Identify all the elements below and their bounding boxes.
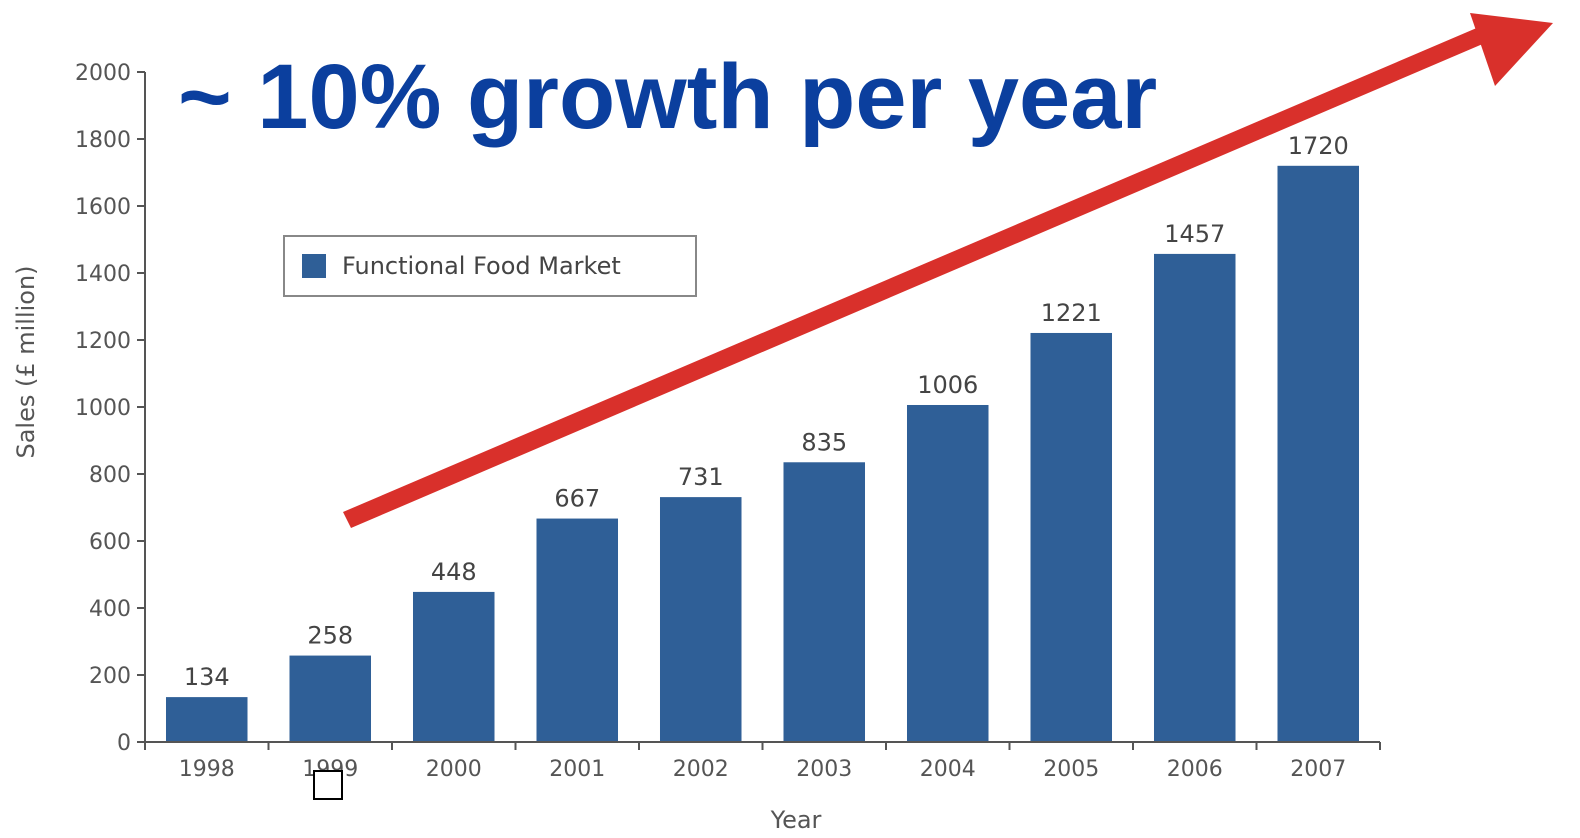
data-label-2003: 835 — [801, 428, 847, 456]
bar-2000 — [412, 591, 495, 742]
x-tick-label-2004: 2004 — [920, 757, 976, 782]
data-label-2001: 667 — [554, 485, 600, 513]
x-tick-label-2000: 2000 — [426, 757, 482, 782]
data-label-2004: 1006 — [917, 371, 978, 399]
bar-2001 — [536, 518, 619, 742]
y-tick-label: 600 — [89, 530, 131, 555]
x-axis-title: Year — [770, 806, 822, 834]
growth-arrow — [343, 13, 1553, 528]
y-tick-label: 1000 — [75, 396, 131, 421]
y-tick-label: 800 — [89, 463, 131, 488]
small-square-marker — [313, 770, 343, 800]
legend-swatch — [302, 254, 326, 278]
x-tick-label-1998: 1998 — [179, 757, 235, 782]
arrow-head — [1470, 13, 1553, 86]
data-label-2006: 1457 — [1164, 220, 1225, 248]
bar-2004 — [906, 404, 989, 742]
y-tick-label: 2000 — [75, 61, 131, 86]
y-tick-label: 1800 — [75, 128, 131, 153]
bar-1999 — [289, 655, 372, 742]
headline: ~ 10% growth per year — [178, 46, 1157, 148]
legend-box — [283, 235, 697, 297]
data-label-1998: 134 — [184, 663, 230, 691]
x-axis-ticks: 1998 1999 2000 2001 2002 2003 2004 2005 2006 2007 — [144, 742, 1381, 782]
data-label-2005: 1221 — [1041, 299, 1102, 327]
data-label-2000: 448 — [431, 558, 477, 586]
data-labels: 134 258 448 667 731 835 1006 1221 1457 1720 — [184, 132, 1349, 691]
legend-label: Functional Food Market — [342, 252, 621, 280]
x-tick-label-2007: 2007 — [1290, 757, 1346, 782]
bars — [165, 165, 1360, 743]
legend: Functional Food Market — [283, 235, 697, 297]
data-label-2002: 731 — [678, 463, 724, 491]
bar-2005 — [1030, 332, 1113, 742]
y-tick-label: 1600 — [75, 195, 131, 220]
arrow-shaft — [343, 24, 1492, 528]
y-tick-label: 200 — [89, 664, 131, 689]
x-tick-label-2002: 2002 — [673, 757, 729, 782]
bar-2002 — [659, 497, 742, 742]
y-tick-label: 400 — [89, 597, 131, 622]
data-label-1999: 258 — [307, 622, 353, 650]
bar-2007 — [1277, 165, 1360, 743]
y-tick-label: 0 — [117, 731, 131, 756]
bar-2006 — [1153, 253, 1236, 742]
x-tick-label-2006: 2006 — [1167, 757, 1223, 782]
y-tick-label: 1200 — [75, 329, 131, 354]
y-axis-ticks: 0 200 400 600 800 1000 1200 1400 1600 1800 2000 — [75, 61, 145, 756]
bar-2003 — [783, 462, 866, 742]
data-label-2007: 1720 — [1288, 132, 1349, 160]
y-axis-title: Sales (£ million) — [12, 265, 40, 458]
y-tick-label: 1400 — [75, 262, 131, 287]
x-tick-label-2001: 2001 — [549, 757, 605, 782]
x-tick-label-2005: 2005 — [1043, 757, 1099, 782]
x-tick-label-2003: 2003 — [796, 757, 852, 782]
bar-1998 — [165, 697, 248, 742]
